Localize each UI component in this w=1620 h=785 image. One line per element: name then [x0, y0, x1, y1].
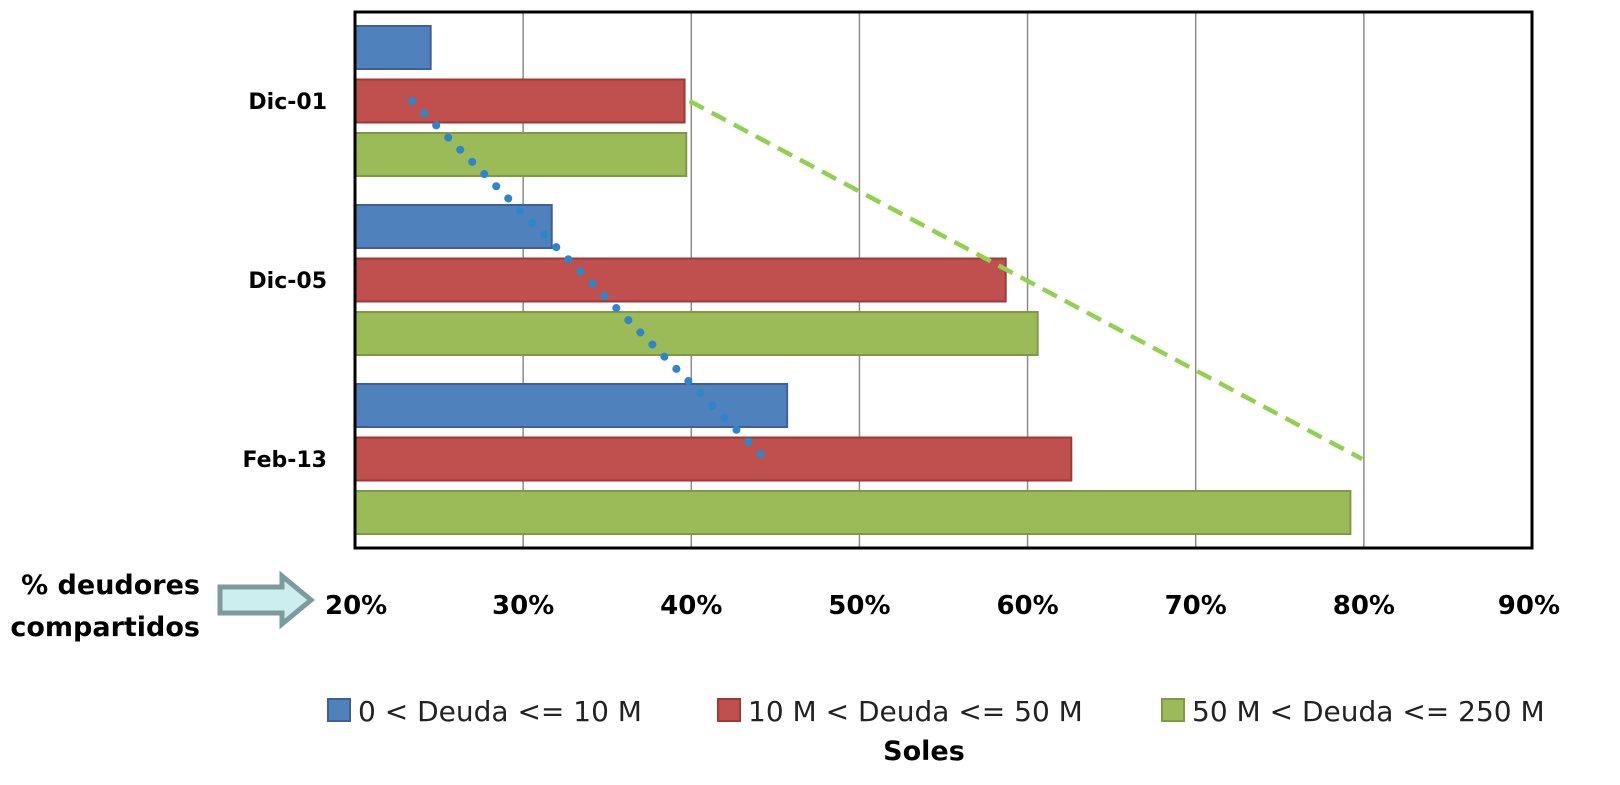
legend-swatch-series-1 — [327, 698, 351, 722]
bar-dic-01-series-2 — [354, 78, 686, 124]
x-tick-label: 70% — [1165, 591, 1227, 621]
bar-dic-05-series-2 — [354, 257, 1007, 303]
category-label-dic-05: Dic-05 — [248, 269, 327, 294]
x-tick-label: 90% — [1498, 591, 1560, 621]
x-tick-label: 20% — [325, 591, 387, 621]
bar-dic-05-series-3 — [354, 311, 1039, 356]
x-tick-label: 60% — [996, 591, 1058, 621]
legend-swatch-series-2 — [717, 698, 741, 722]
trendline-dotted — [408, 97, 770, 463]
category-label-feb-13: Feb-13 — [242, 448, 327, 473]
side-label-line-1: % deudores — [21, 570, 200, 601]
x-tick-label: 50% — [828, 591, 890, 621]
arrow-right-icon — [217, 570, 315, 630]
plot-border — [353, 10, 1534, 550]
bar-feb-13-series-3 — [354, 490, 1352, 535]
x-axis-label: Soles — [883, 736, 965, 767]
x-tick-label: 40% — [660, 591, 722, 621]
x-tick-label: 30% — [492, 591, 554, 621]
trendline-dashed — [688, 99, 1364, 461]
category-label-dic-01: Dic-01 — [248, 90, 327, 115]
side-label-line-2: compartidos — [10, 612, 200, 643]
legend-label-series-2: 10 M < Deuda <= 50 M — [748, 695, 1083, 728]
legend-label-series-1: 0 < Deuda <= 10 M — [358, 695, 642, 728]
x-tick-label: 80% — [1333, 591, 1395, 621]
bar-dic-01-series-3 — [354, 132, 688, 177]
bar-feb-13-series-2 — [354, 436, 1073, 482]
legend-swatch-series-3 — [1161, 698, 1185, 722]
bar-dic-01-series-1 — [354, 25, 432, 70]
legend-label-series-3: 50 M < Deuda <= 250 M — [1192, 695, 1545, 728]
